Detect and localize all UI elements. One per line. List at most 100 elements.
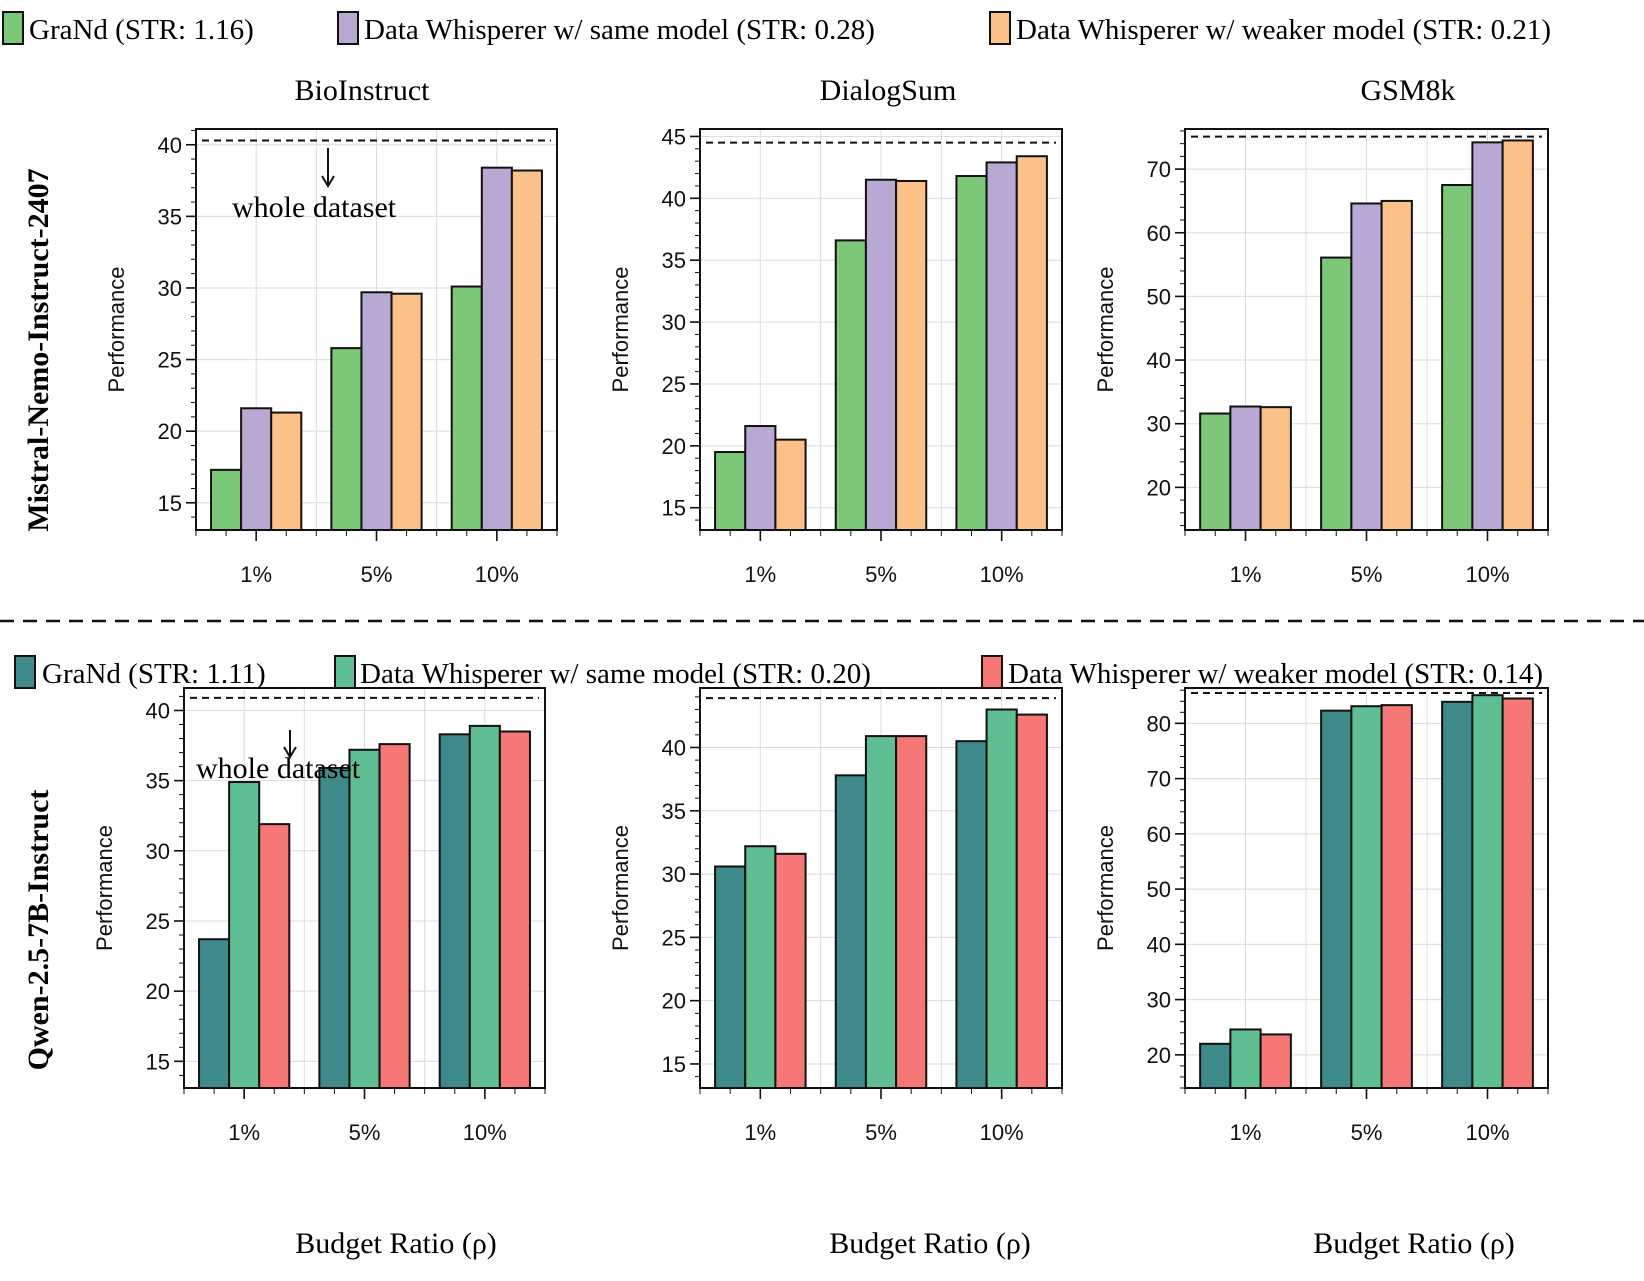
bar-grand bbox=[450, 285, 483, 531]
bar-same-model bbox=[744, 425, 777, 532]
x-axis-label-dialogsum: Budget Ratio (ρ) bbox=[829, 1227, 1031, 1260]
y-tick-label: 35 bbox=[662, 248, 686, 273]
bar-weaker-model bbox=[498, 730, 531, 1090]
y-tick-label: 20 bbox=[1147, 1043, 1171, 1068]
bar-grand bbox=[834, 774, 867, 1090]
annotation-arrowhead-bottom bbox=[283, 746, 297, 759]
y-tick-label: 40 bbox=[1147, 348, 1171, 373]
annotation-top: whole dataset bbox=[232, 148, 397, 224]
bar-grand bbox=[714, 451, 747, 531]
legend-label-same-model-qwen: Data Whisperer w/ same model (STR: 0.20) bbox=[360, 658, 871, 690]
x-tick-label: 5% bbox=[1351, 562, 1383, 587]
bar-weaker-model bbox=[1501, 139, 1534, 531]
plot-frame bbox=[1184, 687, 1549, 1089]
x-tick-label: 1% bbox=[240, 562, 272, 587]
bar-grand bbox=[955, 175, 988, 532]
x-axis-label-bioinstruct: Budget Ratio (ρ) bbox=[295, 1227, 497, 1260]
y-tick-label: 70 bbox=[1147, 157, 1171, 182]
bar-grand bbox=[1199, 1042, 1232, 1090]
bar-grand bbox=[1441, 700, 1474, 1089]
panel-gsm8k-qwen: 20 30 40 50 60 70 80 1% 5% 10% Performance bbox=[1093, 687, 1549, 1145]
y-tick-label: 50 bbox=[1147, 877, 1171, 902]
y-tick-label: 25 bbox=[158, 348, 182, 373]
bar-weaker-model bbox=[1380, 704, 1413, 1089]
y-tick-label: 30 bbox=[662, 310, 686, 335]
annotation-bottom: whole dataset bbox=[196, 730, 361, 785]
bar-same-model bbox=[348, 748, 381, 1089]
bar-same-model bbox=[240, 407, 273, 531]
bar-grand bbox=[1320, 709, 1353, 1089]
bar-weaker-model bbox=[270, 411, 303, 532]
row-label-mistral: Mistral-Nemo-Instruct-2407 bbox=[22, 168, 55, 531]
bar-grand bbox=[1199, 412, 1232, 531]
bar-same-model bbox=[228, 781, 261, 1089]
x-tick-label: 5% bbox=[865, 562, 897, 587]
bar-grand bbox=[438, 733, 471, 1089]
bar-weaker-model bbox=[510, 169, 543, 532]
bar-weaker-model bbox=[774, 852, 807, 1090]
bar-grand bbox=[1441, 184, 1474, 531]
y-tick-label: 30 bbox=[1147, 412, 1171, 437]
y-axis-label: Performance bbox=[1093, 267, 1118, 393]
legend-swatch-grand-qwen bbox=[14, 655, 36, 689]
plot-frame bbox=[1184, 128, 1549, 531]
x-tick-label: 10% bbox=[1465, 562, 1509, 587]
y-tick-label: 20 bbox=[1147, 475, 1171, 500]
bar-same-model bbox=[985, 708, 1018, 1089]
y-tick-label: 40 bbox=[662, 186, 686, 211]
y-tick-label: 60 bbox=[1147, 221, 1171, 246]
x-axis-label-gsm8k: Budget Ratio (ρ) bbox=[1313, 1227, 1515, 1260]
bar-weaker-model bbox=[1380, 199, 1413, 532]
bar-weaker-model bbox=[1259, 406, 1292, 531]
bar-grand bbox=[714, 865, 747, 1089]
panel-dialogsum-mistral: 15 20 25 30 35 40 45 1% 5% 10% Performance bbox=[608, 124, 1063, 587]
plot-frame bbox=[699, 687, 1063, 1089]
y-tick-label: 30 bbox=[1147, 988, 1171, 1013]
x-tick-label: 10% bbox=[1465, 1120, 1509, 1145]
y-axis-label: Performance bbox=[1093, 825, 1118, 951]
bar-same-model bbox=[480, 166, 513, 532]
x-tick-label: 1% bbox=[1230, 1120, 1262, 1145]
y-axis-label: Performance bbox=[92, 825, 117, 951]
bar-grand bbox=[330, 347, 363, 531]
bar-same-model bbox=[744, 845, 777, 1089]
y-axis-label: Performance bbox=[104, 267, 129, 393]
y-tick-label: 20 bbox=[146, 979, 170, 1004]
bar-grand bbox=[1320, 256, 1353, 531]
legend-swatch-same-model bbox=[337, 11, 359, 45]
y-tick-label: 70 bbox=[1147, 767, 1171, 792]
y-tick-label: 35 bbox=[158, 204, 182, 229]
panel-bioinstruct-qwen: 15 20 25 30 35 40 1% 5% 10% Performance bbox=[92, 687, 546, 1145]
y-tick-label: 40 bbox=[1147, 932, 1171, 957]
bar-weaker-model bbox=[378, 743, 411, 1090]
y-tick-label: 20 bbox=[158, 419, 182, 444]
y-tick-label: 40 bbox=[158, 133, 182, 158]
y-tick-label: 60 bbox=[1147, 822, 1171, 847]
legend-swatch-grand bbox=[2, 11, 24, 45]
x-tick-label: 5% bbox=[1351, 1120, 1383, 1145]
bar-weaker-model bbox=[390, 292, 423, 532]
y-tick-label: 20 bbox=[662, 989, 686, 1014]
plot-frame bbox=[699, 128, 1063, 531]
y-tick-label: 15 bbox=[146, 1049, 170, 1074]
y-tick-label: 15 bbox=[662, 496, 686, 521]
y-tick-label: 25 bbox=[662, 372, 686, 397]
x-tick-label: 1% bbox=[744, 562, 776, 587]
y-axis-label: Performance bbox=[608, 267, 633, 393]
bar-grand bbox=[210, 468, 243, 532]
panel-bioinstruct-mistral: 15 20 25 30 35 40 1% 5% 10% Performance bbox=[104, 128, 558, 587]
legend-swatch-weaker-model-qwen bbox=[981, 655, 1003, 689]
panel-dialogsum-qwen: 15 20 25 30 35 40 1% 5% 10% Performance bbox=[608, 687, 1063, 1145]
legend-swatch-weaker-model bbox=[989, 11, 1011, 45]
y-tick-label: 40 bbox=[662, 735, 686, 760]
bar-same-model bbox=[1471, 694, 1504, 1089]
legend-top: GraNd (STR: 1.16) Data Whisperer w/ same… bbox=[2, 11, 1551, 46]
bar-weaker-model bbox=[774, 438, 807, 532]
plot-frame bbox=[183, 687, 546, 1089]
annotation-arrowhead-top bbox=[321, 175, 335, 188]
row-label-qwen: Qwen-2.5-7B-Instruct bbox=[22, 790, 55, 1071]
x-tick-label: 5% bbox=[865, 1120, 897, 1145]
plot-frame bbox=[195, 128, 558, 531]
bar-same-model bbox=[360, 291, 393, 531]
x-tick-label: 1% bbox=[228, 1120, 260, 1145]
